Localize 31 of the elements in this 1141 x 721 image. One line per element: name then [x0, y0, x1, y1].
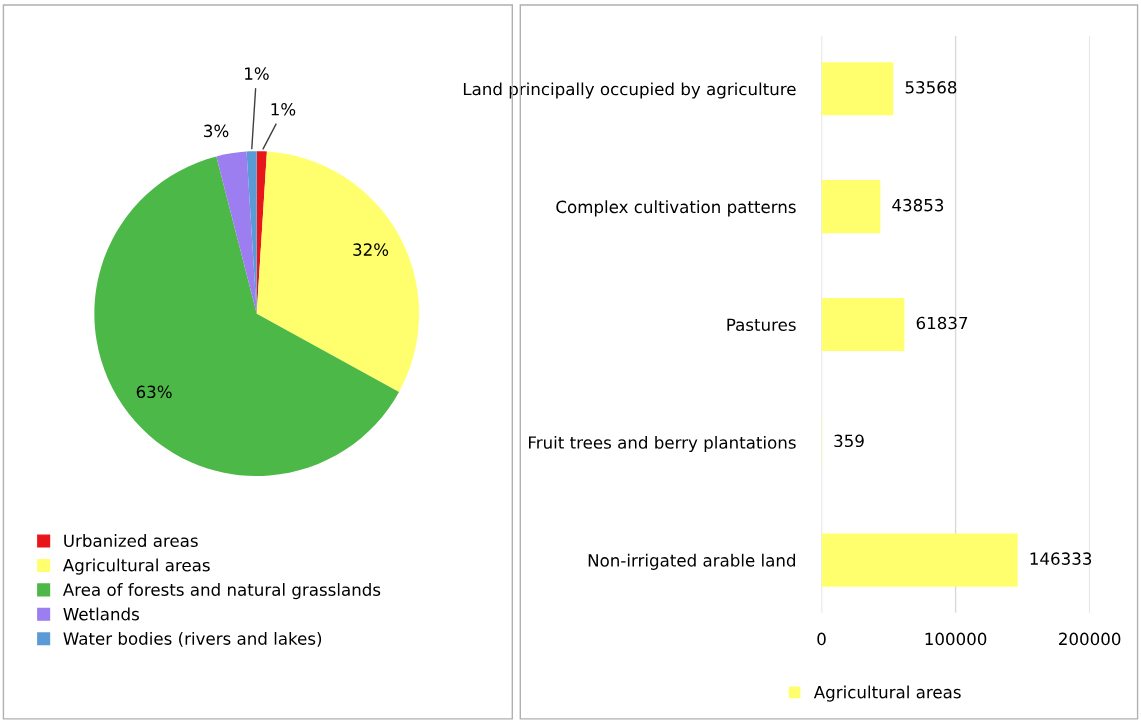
y-tick-label: Non-irrigated arable land [588, 553, 795, 570]
legend-label: Wetlands [63, 607, 139, 621]
data-label: 3% [204, 124, 229, 138]
pie-slice [216, 151, 257, 314]
pie-slice [256, 151, 420, 392]
y-tick-label: Pastures [727, 318, 796, 332]
legend-label: Water bodies (rivers and lakes) [63, 631, 322, 647]
x-tick-label: 0 [817, 632, 826, 646]
pie-slice [94, 156, 400, 477]
legend-label: Agricultural areas [813, 685, 961, 702]
legend-label: Urbanized areas [64, 534, 198, 548]
data-label: 43853 [892, 198, 944, 212]
legend-label: Area of forests and natural grasslands [62, 583, 381, 600]
y-tick-label: Land principally occupied by agriculture [463, 82, 796, 99]
y-tick-label: Fruit trees and berry plantations [529, 435, 796, 453]
data-label: 1% [245, 67, 269, 80]
data-label: 32% [353, 243, 389, 256]
data-label: 146333 [1030, 552, 1092, 565]
data-label: 359 [834, 434, 864, 448]
data-label: 63% [136, 385, 172, 399]
bar [821, 62, 894, 116]
y-tick-label: Complex cultivation patterns [556, 200, 796, 217]
x-tick-label: 100000 [925, 632, 987, 646]
legend-label: Agricultural areas [62, 558, 210, 575]
data-label: 53568 [905, 81, 957, 94]
bar [821, 533, 1018, 587]
bar [821, 297, 905, 351]
data-label: 1% [271, 102, 296, 116]
x-tick-label: 200000 [1059, 632, 1121, 646]
bar [821, 180, 881, 234]
data-label: 61837 [916, 316, 968, 330]
